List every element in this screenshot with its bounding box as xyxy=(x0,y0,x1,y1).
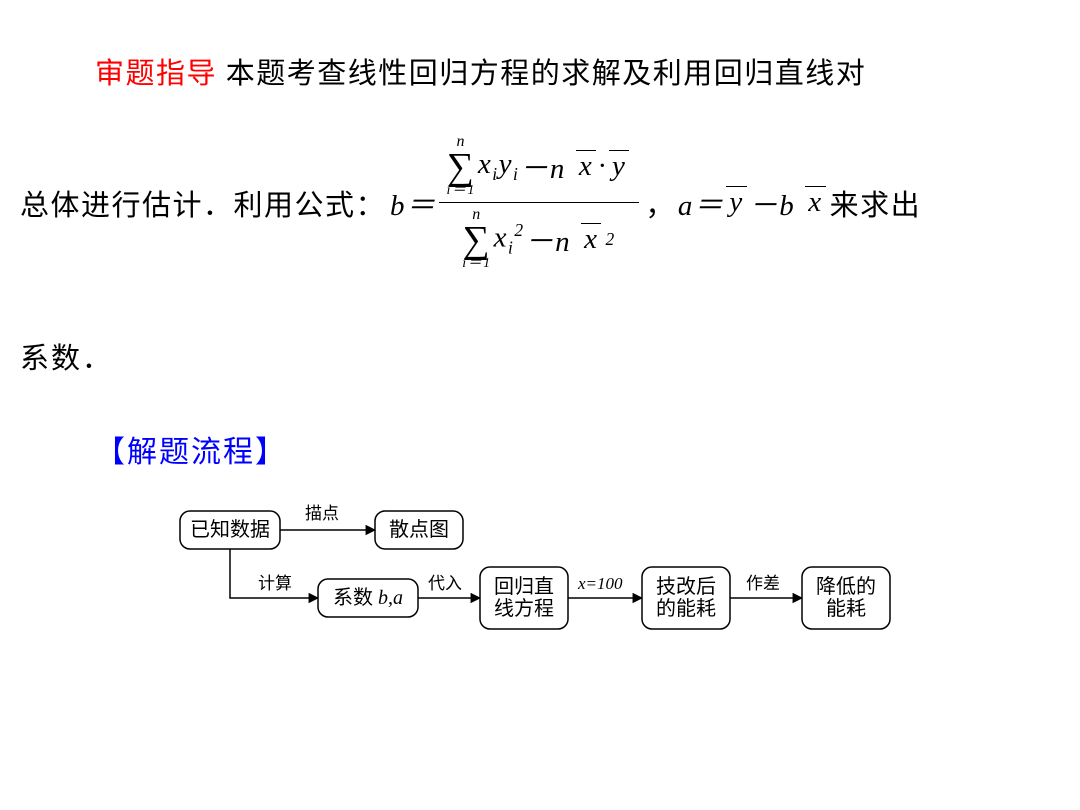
sigma-icon: n ∑ i＝1 xyxy=(447,134,476,198)
flow-node-label: 散点图 xyxy=(389,518,449,541)
line2-pre: 总体进行估计．利用公式： xyxy=(20,182,386,224)
fraction: n ∑ i＝1 xiyi －n x · y n ∑ i＝1 xyxy=(439,130,640,275)
line1-rest: 本题考查线性回归方程的求解及利用回归直线对 xyxy=(217,58,866,90)
flow-edge-label: 代入 xyxy=(428,574,462,593)
numerator: n ∑ i＝1 xiyi －n x · y xyxy=(439,130,640,202)
comma: ， xyxy=(645,182,676,224)
formula-b: b＝ n ∑ i＝1 xiyi －n x · y xyxy=(390,130,641,275)
flow-edge-label: 计算 xyxy=(258,574,292,593)
flowchart: 描点计算代入x=100作差已知数据散点图系数 b,a回归直线方程技改后的能耗降低… xyxy=(20,501,1060,651)
line2-post: 来求出 xyxy=(830,182,922,224)
flowchart-svg: 描点计算代入x=100作差已知数据散点图系数 b,a回归直线方程技改后的能耗降低… xyxy=(150,501,930,651)
flow-edge-label: 作差 xyxy=(746,574,780,593)
paragraph-line3: 系数． xyxy=(20,335,1060,377)
flow-edge-label: 描点 xyxy=(305,504,339,523)
guide-label: 审题指导 xyxy=(95,58,217,90)
denominator: n ∑ i＝1 xi2 －n x2 xyxy=(454,203,623,275)
formula-a: a＝ y －b x xyxy=(678,182,828,224)
flow-node-label: 回归直线方程 xyxy=(494,575,554,620)
flow-edge-label: x=100 xyxy=(577,574,623,593)
b-equals: b＝ xyxy=(390,182,437,224)
section-heading: 【解题流程】 xyxy=(20,427,1060,471)
flow-node-label: 已知数据 xyxy=(190,518,270,541)
flow-node-label: 系数 b,a xyxy=(333,586,403,609)
paragraph-line2: 总体进行估计．利用公式： b＝ n ∑ i＝1 xiyi －n x · y xyxy=(20,130,1060,275)
paragraph-line1: 审题指导 本题考查线性回归方程的求解及利用回归直线对 xyxy=(20,50,1060,92)
flow-node-label: 技改后的能耗 xyxy=(656,575,716,620)
sigma-icon: n ∑ i＝1 xyxy=(462,207,491,271)
